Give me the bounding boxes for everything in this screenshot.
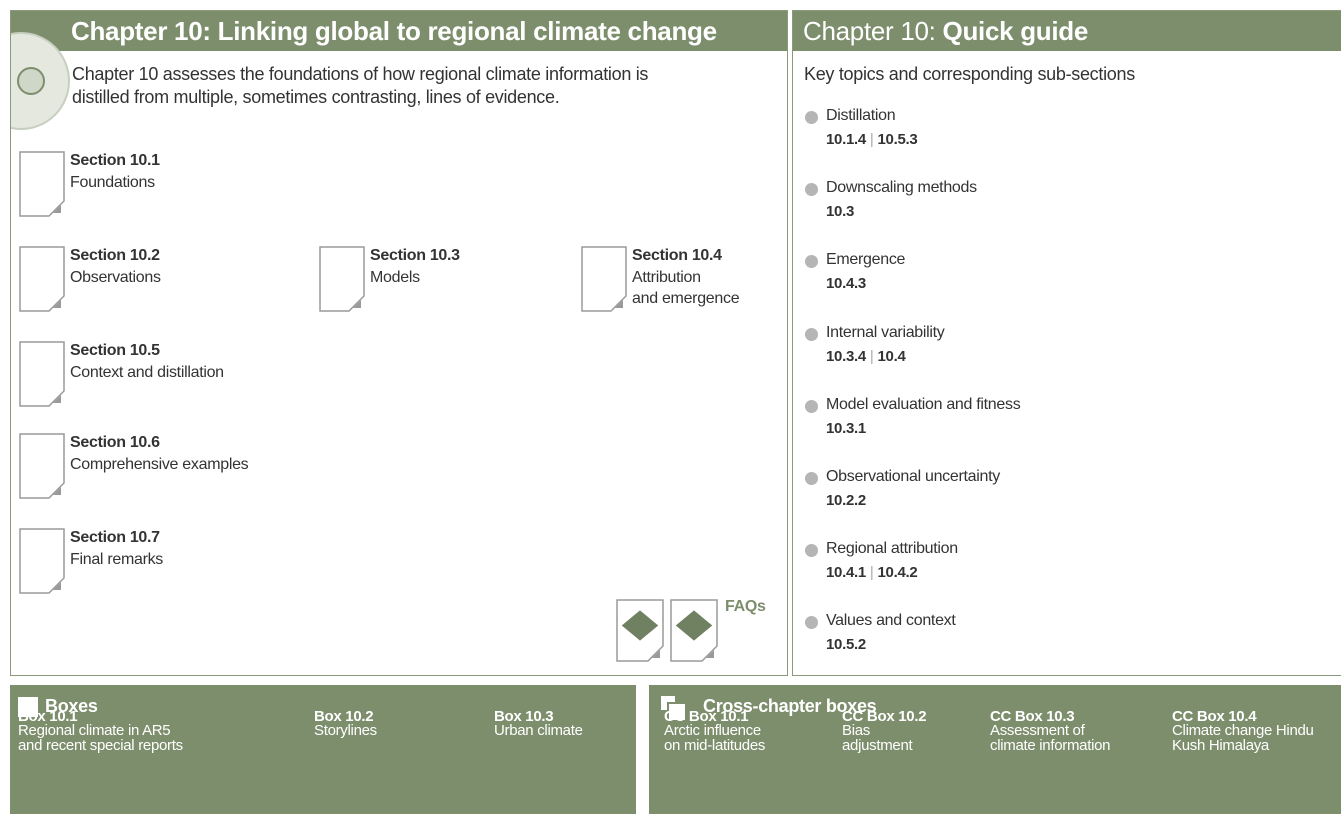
section-name: Context and distillation (70, 364, 224, 381)
ref-separator: | (869, 347, 874, 365)
topic-bullet (805, 616, 818, 630)
topic-ref: 10.3.1 (826, 419, 866, 437)
topic-bullet (805, 183, 818, 197)
section-label: Section 10.3 (370, 247, 460, 264)
boxes-title: Boxes (45, 696, 98, 716)
topic-bullet (805, 399, 818, 413)
topic-ref: 10.1.4 (826, 131, 866, 148)
document-icon (670, 599, 718, 662)
section-label: Section 10.7 (70, 529, 160, 546)
topic-name: Distillation (826, 107, 896, 124)
chapter-title: Chapter 10: Linking global to regional c… (71, 16, 717, 46)
box-label: CC Box 10.3 (990, 708, 1075, 725)
boxes-panel: Boxes Box 10.1 Regional climate in AR5 an… (10, 685, 636, 814)
topic-refs: 10.4.3 (826, 275, 866, 292)
header-bar (11, 11, 787, 51)
topic-bullet (805, 472, 818, 485)
box-name: Climate change Hindu Kush Himalaya (1172, 722, 1314, 754)
topic-refs: 10.3 (826, 203, 854, 220)
section-label: Section 10.5 (70, 342, 160, 359)
section-label: Section 10.2 (70, 247, 160, 264)
box-name: Bias adjustment (842, 722, 913, 754)
box-label: Box 10.3 (494, 708, 554, 725)
guide-title-prefix: Chapter 10: (803, 16, 936, 46)
topic-ref: 10.4.3 (826, 275, 866, 293)
chapter-description: Chapter 10 assesses the foundations of h… (72, 64, 649, 107)
document-icon (581, 246, 627, 312)
section-name: Observations (70, 269, 161, 286)
section-name: Models (370, 269, 420, 286)
box-label: CC Box 10.4 (1172, 708, 1257, 725)
topic-bullet (805, 255, 818, 269)
chapter-panel: Chapter 10: Linking global to regional c… (10, 10, 788, 676)
header-bar (793, 11, 1341, 51)
box-label: Box 10.1 (18, 708, 78, 725)
topic-ref: 10.5.2 (826, 636, 866, 654)
topic-refs: 10.1.4 | 10.5.3 (826, 131, 918, 148)
topic-bullet (805, 544, 818, 558)
topic-ref: 10.3.4 (826, 347, 866, 365)
guide-subtitle: Key topics and corresponding sub-section… (804, 64, 1135, 84)
topic-ref: 10.4.2 (877, 564, 918, 582)
document-icon (19, 246, 65, 312)
topic-name: Internal variability (826, 323, 945, 341)
cross-chapter-panel: Cross-chapter boxes CC Box 10.1 Arctic in… (649, 685, 1341, 814)
section-name: Final remarks (70, 551, 164, 568)
guide-title-bold: Quick guide (942, 16, 1089, 46)
document-icon (616, 599, 664, 662)
ref-separator: | (869, 131, 874, 148)
guide-title: Chapter 10: Quick guide (803, 16, 1088, 47)
topic-ref: 10.3 (826, 203, 854, 221)
document-icon (19, 151, 65, 217)
quick-guide-panel: Chapter 10: Quick guide Key topics and c… (792, 10, 1341, 676)
document-icon (19, 528, 65, 594)
topic-name: Emergence (826, 251, 906, 269)
box-name: Arctic influence on mid-latitudes (664, 722, 766, 754)
topic-ref: 10.4 (877, 347, 906, 365)
cross-chapter-icon (661, 696, 687, 722)
document-icon (319, 246, 365, 312)
topic-ref: 10.5.3 (877, 131, 918, 148)
box-name: Assessment of climate information (990, 722, 1111, 754)
ref-separator: | (869, 564, 874, 582)
box-name: Storylines (314, 722, 377, 739)
section-name: Foundations (70, 174, 155, 191)
topic-name: Observational uncertainty (826, 468, 1000, 485)
box-label: Box 10.2 (314, 708, 374, 725)
box-label: CC Box 10.1 (664, 708, 749, 725)
section-name: Attribution and emergence (632, 269, 740, 307)
topic-ref: 10.4.1 (826, 564, 866, 582)
topic-name: Model evaluation and fitness (826, 395, 1021, 413)
globe-icon (11, 32, 70, 130)
faqs-label: FAQs (725, 598, 766, 615)
topic-refs: 10.4.1 | 10.4.2 (826, 564, 918, 582)
document-icon (19, 433, 65, 499)
topic-refs: 10.5.2 (826, 636, 866, 653)
topic-name: Downscaling methods (826, 179, 977, 197)
topic-bullet (805, 111, 818, 124)
section-label: Section 10.4 (632, 247, 722, 264)
boxes-icon (18, 697, 38, 717)
topic-refs: 10.3.4 | 10.4 (826, 348, 906, 365)
topic-name: Values and context (826, 612, 956, 630)
box-name: Urban climate (494, 722, 583, 739)
box-label: CC Box 10.2 (842, 708, 927, 725)
topic-refs: 10.3.1 (826, 420, 866, 437)
section-name: Comprehensive examples (70, 456, 249, 473)
topic-bullet (805, 327, 818, 341)
cross-chapter-title: Cross-chapter boxes (703, 696, 877, 716)
document-icon (19, 341, 65, 407)
topic-refs: 10.2.2 (826, 492, 866, 509)
box-name: Regional climate in AR5 and recent speci… (18, 722, 183, 754)
topic-ref: 10.2.2 (826, 492, 866, 509)
section-label: Section 10.6 (70, 434, 160, 451)
topic-name: Regional attribution (826, 540, 958, 558)
section-label: Section 10.1 (70, 152, 160, 169)
